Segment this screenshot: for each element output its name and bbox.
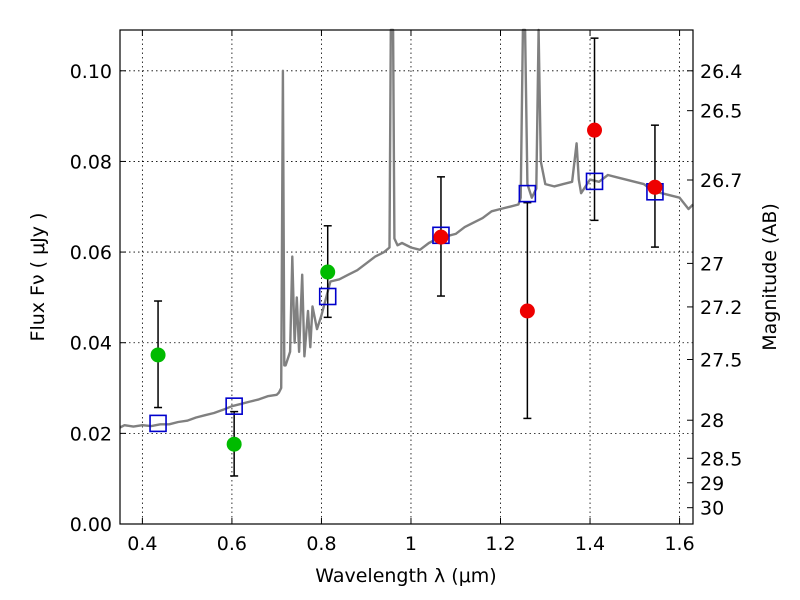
x-tick-label: 0.6 (217, 533, 247, 555)
x-axis-label: Wavelength λ (μm) (315, 565, 496, 587)
y2-tick-labels: 26.4 26.5 26.7 27 27.2 27.5 28 28.5 29 30 (700, 61, 742, 520)
model-band-square (318, 287, 337, 306)
grid-lines (120, 30, 693, 525)
y-tick-label: 0.04 (70, 333, 112, 355)
y2-tick-label: 26.7 (700, 170, 742, 192)
x-tick-label: 1.4 (575, 533, 605, 555)
y-tick-label: 0.08 (70, 151, 112, 173)
y-tick-label: 0.00 (70, 514, 112, 536)
y-tick-labels: 0.00 0.02 0.04 0.06 0.08 0.10 (70, 61, 112, 536)
x-tick-labels: 0.4 0.6 0.8 1 1.2 1.4 1.6 (127, 533, 694, 555)
model-spectrum-line (119, 28, 694, 429)
observed-point (433, 229, 449, 245)
observed-point (647, 179, 663, 195)
x-tick-label: 1.2 (485, 533, 515, 555)
x-tick-label: 0.8 (306, 533, 336, 555)
observed-point (150, 347, 166, 363)
y2-tick-label: 29 (700, 473, 724, 495)
observed-point (587, 122, 603, 138)
y2-tick-label: 27.2 (700, 297, 742, 319)
model-band-square (518, 184, 537, 203)
marker-layer (149, 122, 664, 452)
y-tick-label: 0.02 (70, 423, 112, 445)
y2-tick-label: 26.4 (700, 61, 742, 83)
axis-ticks (120, 30, 693, 525)
model-band-square (225, 397, 243, 415)
y2-tick-label: 28 (700, 410, 724, 432)
x-tick-label: 1 (405, 533, 417, 555)
model-band-square (149, 414, 167, 433)
x-tick-label: 0.4 (127, 533, 157, 555)
plot-frame (119, 29, 694, 525)
y2-tick-label: 27.5 (700, 349, 742, 371)
observed-point (226, 436, 242, 452)
y2-axis-label: Magnitude (AB) (759, 203, 781, 351)
errorbar-layer (154, 37, 659, 477)
y2-tick-label: 27 (700, 253, 724, 275)
y-axis-label: Flux Fν ( μJy ) (27, 213, 49, 342)
y2-tick-label: 28.5 (700, 448, 742, 470)
y2-tick-label: 30 (700, 498, 724, 520)
observed-point (519, 303, 535, 319)
x-tick-label: 1.6 (664, 533, 694, 555)
y2-tick-label: 26.5 (700, 101, 742, 123)
observed-point (320, 264, 336, 280)
spectrum-layer (119, 28, 694, 429)
y-tick-label: 0.06 (70, 242, 112, 264)
y-tick-label: 0.10 (70, 61, 112, 83)
model-band-square (585, 172, 604, 191)
